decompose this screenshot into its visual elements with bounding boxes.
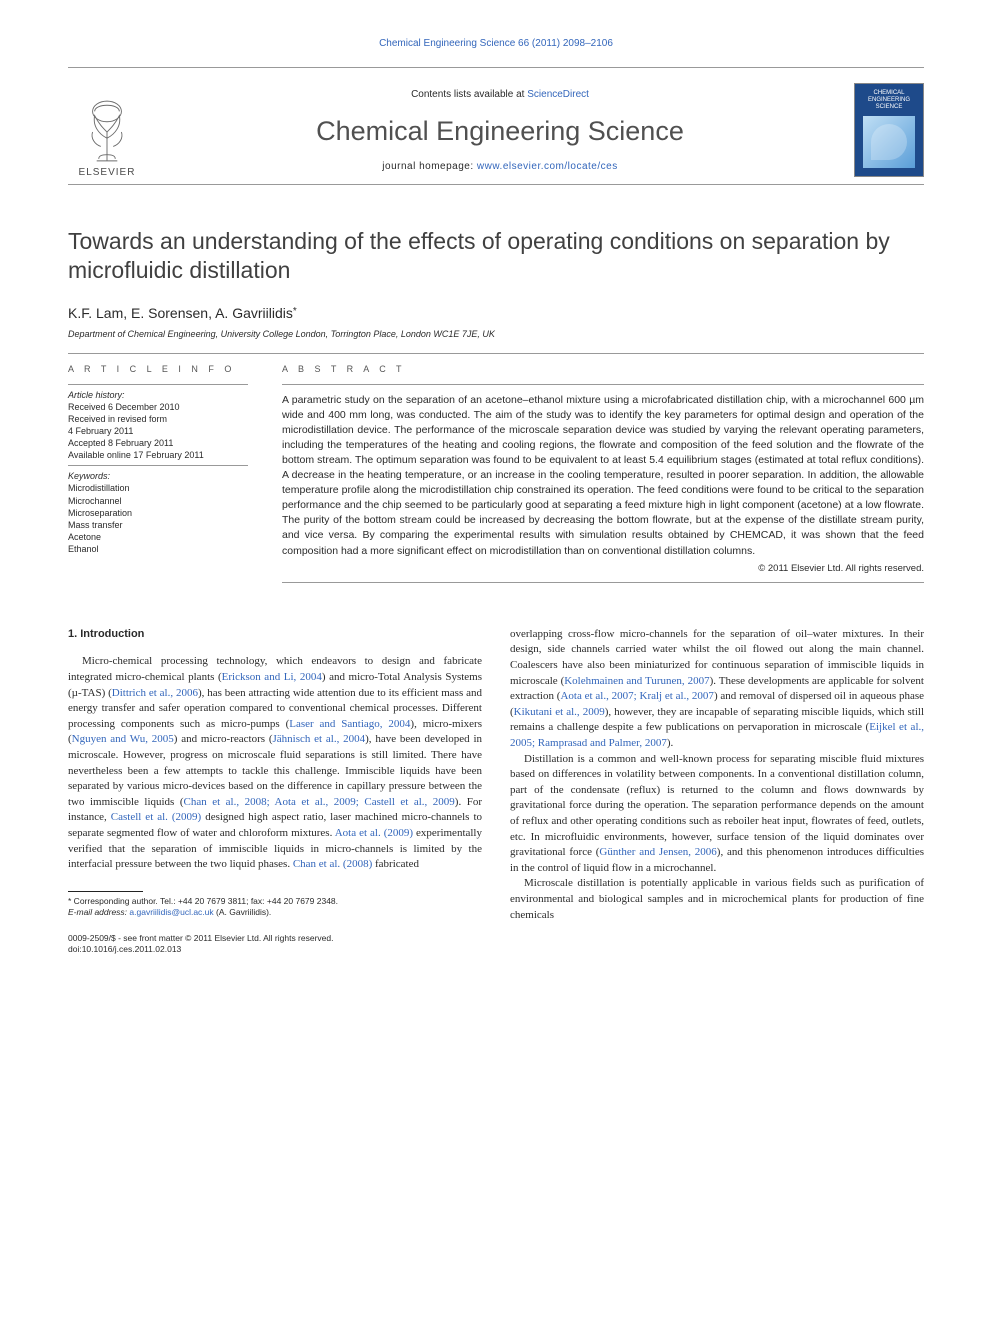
affiliation: Department of Chemical Engineering, Univ… (68, 329, 924, 339)
article-history: Article history: Received 6 December 201… (68, 389, 248, 462)
history-online: Available online 17 February 2011 (68, 449, 248, 461)
rule-top (68, 353, 924, 354)
cite-link[interactable]: Kikutani et al., 2009 (514, 706, 605, 718)
keyword-item: Microseparation (68, 507, 248, 519)
body-column-right: overlapping cross-flow micro-channels fo… (510, 627, 924, 955)
body-paragraph: Distillation is a common and well-known … (510, 752, 924, 877)
keyword-item: Mass transfer (68, 519, 248, 531)
body-paragraph: overlapping cross-flow micro-channels fo… (510, 627, 924, 752)
publisher-name: ELSEVIER (79, 167, 136, 178)
cite-link[interactable]: Castell et al. (2009) (111, 811, 201, 823)
rule-abstract-bottom (282, 582, 924, 583)
cover-title: CHEMICAL ENGINEERING SCIENCE (865, 90, 913, 112)
keyword-item: Ethanol (68, 543, 248, 555)
cite-link[interactable]: Jähnisch et al., 2004 (273, 733, 366, 745)
body-column-left: 1. Introduction Micro-chemical processin… (68, 627, 482, 955)
corresponding-footnote: * Corresponding author. Tel.: +44 20 767… (68, 896, 482, 919)
intro-heading: 1. Introduction (68, 627, 482, 643)
history-accepted: Accepted 8 February 2011 (68, 437, 248, 449)
article-info-label: A R T I C L E I N F O (68, 364, 248, 374)
paper-title: Towards an understanding of the effects … (68, 227, 924, 285)
keywords-block: Keywords: Microdistillation Microchannel… (68, 470, 248, 555)
cite-link[interactable]: Aota et al. (2009) (335, 827, 413, 839)
cite-link[interactable]: Günther and Jensen, 2006 (599, 846, 716, 858)
history-revised-line2: 4 February 2011 (68, 425, 248, 437)
cite-link[interactable]: Nguyen and Wu, 2005 (72, 733, 174, 745)
cite-link[interactable]: Laser and Santiago, 2004 (289, 718, 410, 730)
cite-link[interactable]: Kolehmainen and Turunen, 2007 (564, 675, 709, 687)
history-revised-line1: Received in revised form (68, 413, 248, 425)
authors: K.F. Lam, E. Sorensen, A. Gavriilidis* (68, 305, 924, 321)
homepage-line: journal homepage: www.elsevier.com/locat… (158, 161, 842, 172)
cite-link[interactable]: Chan et al. (2008) (293, 858, 372, 870)
doi-line: doi:10.1016/j.ces.2011.02.013 (68, 944, 482, 955)
masthead-center: Contents lists available at ScienceDirec… (146, 89, 854, 172)
keywords-head: Keywords: (68, 470, 248, 482)
journal-homepage-link[interactable]: www.elsevier.com/locate/ces (477, 161, 618, 172)
abstract-label: A B S T R A C T (282, 364, 924, 374)
top-citation[interactable]: Chemical Engineering Science 66 (2011) 2… (68, 38, 924, 49)
publisher-logo[interactable]: ELSEVIER (68, 82, 146, 178)
body-paragraph: Microscale distillation is potentially a… (510, 876, 924, 923)
intro-paragraph: Micro-chemical processing technology, wh… (68, 654, 482, 873)
journal-name: Chemical Engineering Science (158, 116, 842, 147)
abstract-column: A B S T R A C T A parametric study on th… (282, 364, 924, 583)
homepage-prefix: journal homepage: (382, 161, 477, 172)
issn-block: 0009-2509/$ - see front matter © 2011 El… (68, 933, 482, 955)
contents-line: Contents lists available at ScienceDirec… (158, 89, 842, 100)
masthead: ELSEVIER Contents lists available at Sci… (68, 67, 924, 185)
cite-link[interactable]: Chan et al., 2008; Aota et al., 2009; Ca… (184, 796, 455, 808)
cite-link[interactable]: Erickson and Li, 2004 (222, 671, 322, 683)
keyword-item: Acetone (68, 531, 248, 543)
cite-link[interactable]: Aota et al., 2007; Kralj et al., 2007 (560, 690, 713, 702)
history-head: Article history: (68, 389, 248, 401)
cover-art-icon (863, 116, 915, 168)
article-info-column: A R T I C L E I N F O Article history: R… (68, 364, 248, 583)
issn-line: 0009-2509/$ - see front matter © 2011 El… (68, 933, 482, 944)
abstract-text: A parametric study on the separation of … (282, 393, 924, 559)
copyright-line: © 2011 Elsevier Ltd. All rights reserved… (282, 563, 924, 574)
cite-link[interactable]: Dittrich et al., 2006 (112, 687, 198, 699)
journal-cover[interactable]: CHEMICAL ENGINEERING SCIENCE (854, 83, 924, 177)
sciencedirect-link[interactable]: ScienceDirect (527, 89, 589, 100)
email-label: E-mail address: (68, 907, 127, 917)
email-link[interactable]: a.gavriilidis@ucl.ac.uk (127, 907, 216, 917)
history-received: Received 6 December 2010 (68, 401, 248, 413)
footnote-rule (68, 891, 143, 892)
keyword-item: Microdistillation (68, 482, 248, 494)
keyword-item: Microchannel (68, 495, 248, 507)
elsevier-tree-icon (76, 97, 138, 165)
contents-prefix: Contents lists available at (411, 89, 527, 100)
corresponding-mark: * (293, 306, 297, 317)
